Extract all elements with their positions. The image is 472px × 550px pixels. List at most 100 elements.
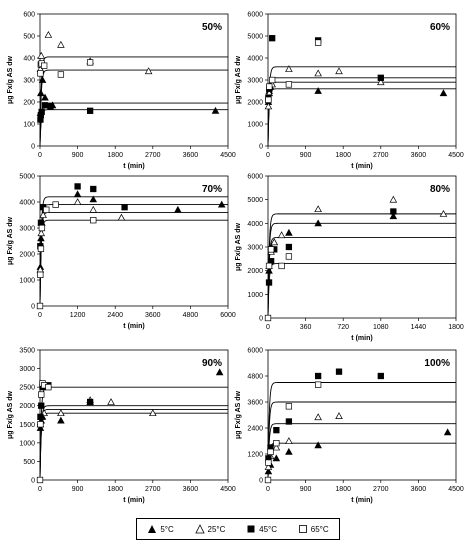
fit-curve [267,213,456,319]
data-point [264,467,273,475]
data-point [57,416,65,424]
data-point [314,219,322,227]
data-point [377,78,385,86]
data-point [57,40,65,48]
data-point [390,208,397,215]
x-tick-label: 3600 [411,152,427,159]
data-point [38,391,45,398]
fit-curve [267,401,456,481]
x-tick-label: 3600 [145,312,161,319]
x-tick-label: 1800 [335,486,351,493]
x-tick-label: 720 [337,324,349,331]
x-tick-label: 4500 [448,152,464,159]
data-point [89,195,98,203]
data-point [45,383,52,391]
x-tick-label: 900 [72,152,84,159]
x-tick-label: 0 [38,486,42,493]
square-filled-icon [247,525,255,533]
x-tick-label: 2700 [145,152,161,159]
y-tick-label: 500 [23,34,35,41]
y-tick-label: 200 [23,100,35,107]
x-tick-label: 2700 [373,486,389,493]
legend-item-5c: 5°C [147,524,174,534]
data-point [335,412,343,419]
data-point [37,421,44,428]
plot-frame [39,349,229,481]
data-point [41,62,48,69]
data-point [272,454,281,462]
y-tick-label: 100 [23,122,35,129]
data-point [37,413,44,421]
y-tick-label: 4800 [247,374,263,381]
data-point [264,476,272,484]
data-point [265,262,273,270]
y-tick-label: 300 [23,78,35,85]
x-axis-label: t (min) [123,163,144,170]
x-tick-label: 1440 [411,324,427,331]
y-tick-label: 6000 [247,12,263,19]
x-tick-label: 2700 [145,486,161,493]
panel-label: 80% [430,184,450,195]
data-point [267,246,275,253]
x-tick-label: 1080 [373,324,389,331]
y-tick-label: 1000 [19,440,35,447]
data-point [314,205,322,213]
data-point [285,418,293,425]
panel-label: 90% [202,358,222,369]
y-tick-label: 3000 [247,245,263,252]
x-tick-label: 0 [266,486,270,493]
data-point [277,231,286,239]
data-point [121,204,128,211]
data-point [47,103,54,110]
y-tick-label: 5000 [247,34,263,41]
data-point [273,440,280,447]
data-point [389,212,398,220]
data-point [86,59,94,66]
fit-curve [39,405,228,481]
x-tick-label: 2400 [107,312,123,319]
x-tick-label: 0 [266,152,270,159]
data-point [43,206,50,213]
data-point [38,108,45,116]
data-point [44,30,53,38]
y-tick-label: 400 [23,56,35,63]
y-tick-label: 2400 [247,426,263,433]
data-point [439,209,448,217]
data-point [37,51,46,59]
chart-panel: 0 900 1800 2700 3600 4500 0 1200 2400 3600 4800 600… [235,348,464,505]
plot-frame [39,13,229,147]
data-point [266,83,273,90]
data-point [285,243,293,251]
fit-curve [267,77,456,147]
fit-curve [39,211,228,307]
fit-curve [267,237,456,319]
data-point [37,229,46,237]
y-tick-label: 1500 [19,422,35,429]
data-point [37,70,44,77]
data-point [41,93,49,101]
fit-curve [267,263,456,319]
data-point [265,279,273,286]
y-tick-label: 4000 [19,200,35,207]
x-tick-label: 0 [38,152,42,159]
data-point [264,463,273,470]
fit-curve [39,219,228,307]
data-point [314,441,322,449]
y-tick-label: 600 [23,12,35,19]
data-point [36,302,44,310]
data-point [89,205,98,213]
x-tick-label: 1800 [335,152,351,159]
x-tick-label: 6000 [220,312,236,319]
data-point [285,447,293,455]
y-tick-label: 2000 [19,403,35,410]
data-point [36,476,44,484]
x-tick-label: 360 [300,324,312,331]
y-tick-label: 2000 [19,252,35,259]
data-point [38,224,46,232]
x-tick-label: 4500 [220,486,236,493]
data-point [57,409,65,417]
legend-item-45c: 45°C [246,524,277,534]
plot-frame [39,175,229,307]
x-tick-label: 4500 [448,486,464,493]
chart-panel: 0 900 1800 2700 3600 4500 0 100 200 300 400 500 600 t… [7,12,236,171]
